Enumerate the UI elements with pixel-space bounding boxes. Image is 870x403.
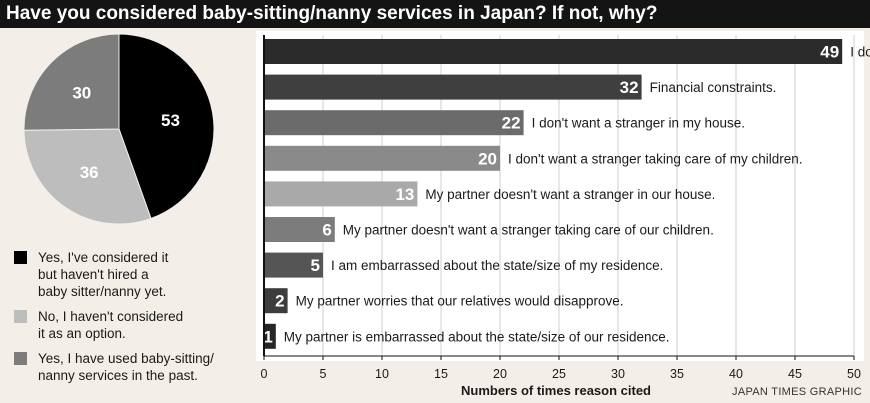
- credit-text: JAPAN TIMES GRAPHIC: [732, 386, 862, 398]
- pie-chart: 53 36 30: [23, 33, 215, 225]
- bar-value-8: 1: [263, 327, 272, 346]
- pie-slice-1: [23, 128, 152, 225]
- pie-slice-0: [118, 33, 215, 220]
- bar-3: [264, 145, 500, 171]
- bar-value-0: 49: [820, 43, 839, 62]
- bar-label-1: Financial constraints.: [650, 80, 777, 95]
- bar-value-6: 5: [311, 256, 320, 275]
- bar-value-5: 6: [322, 221, 331, 240]
- x-tick-label-10: 50: [847, 367, 861, 381]
- x-tick-label-8: 40: [729, 367, 743, 381]
- bar-label-2: I don't want a stranger in my house.: [532, 116, 745, 131]
- x-tick-label-2: 10: [375, 367, 389, 381]
- pie-slice-label-1: 36: [80, 163, 99, 182]
- bar-2: [264, 110, 524, 136]
- bar-0: [264, 39, 843, 64]
- legend-swatch-1: [14, 310, 27, 323]
- bar-label-4: My partner doesn't want a stranger in ou…: [425, 187, 715, 202]
- bar-6: [264, 252, 323, 278]
- bar-label-3: I don't want a stranger taking care of m…: [508, 151, 802, 166]
- pie-slice-label-2: 30: [72, 83, 91, 102]
- x-tick-label-9: 45: [788, 367, 802, 381]
- x-tick-label-7: 35: [670, 367, 684, 381]
- bar-4: [264, 181, 418, 207]
- bar-value-3: 20: [478, 149, 497, 168]
- bar-8: [264, 323, 276, 349]
- bar-label-0: I don't know where to find a good baby s…: [850, 45, 870, 60]
- bar-label-6: I am embarrassed about the state/size of…: [331, 258, 663, 273]
- bar-label-7: My partner worries that our relatives wo…: [296, 294, 624, 309]
- x-tick-label-1: 5: [320, 367, 327, 381]
- x-tick-label-6: 30: [611, 367, 625, 381]
- x-tick-label-0: 0: [261, 367, 268, 381]
- x-tick-label-3: 15: [434, 367, 448, 381]
- chart-title: Have you considered baby-sitting/nanny s…: [0, 0, 870, 28]
- bar-5: [264, 217, 335, 242]
- legend-label-0: Yes, I've considered it but haven't hire…: [38, 250, 169, 299]
- bar-value-7: 2: [275, 292, 284, 311]
- bar-value-2: 22: [502, 114, 521, 133]
- bar-value-1: 32: [620, 78, 639, 97]
- x-tick-label-4: 20: [493, 367, 507, 381]
- bar-label-8: My partner is embarrassed about the stat…: [284, 329, 670, 344]
- bar-7: [264, 288, 288, 314]
- legend-swatch-0: [14, 251, 27, 264]
- legend-label-2: Yes, I have used baby-sitting/ nanny ser…: [38, 351, 214, 383]
- pie-slice-2: [23, 33, 120, 131]
- x-tick-label-5: 25: [552, 367, 566, 381]
- pie-slice-label-0: 53: [161, 111, 180, 130]
- legend-label-1: No, I haven't considered it as an option…: [38, 309, 184, 341]
- bar-1: [264, 74, 642, 100]
- legend-swatch-2: [14, 352, 27, 365]
- x-axis-title: Numbers of times reason cited: [461, 383, 651, 398]
- bar-value-4: 13: [395, 185, 414, 204]
- bar-label-5: My partner doesn't want a stranger takin…: [343, 223, 714, 238]
